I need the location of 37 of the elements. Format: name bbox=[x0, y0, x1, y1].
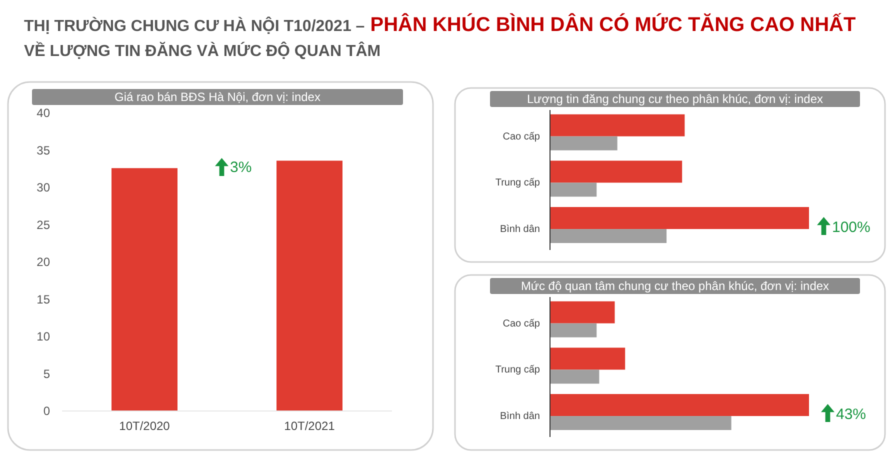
y-tick-label: 25 bbox=[36, 218, 50, 232]
text: 100% bbox=[832, 219, 870, 236]
bar bbox=[550, 348, 626, 370]
chart-title: Giá rao bán BĐS Hà Nội, đơn vị: index bbox=[114, 90, 320, 104]
y-tick-label: Cao cấp bbox=[502, 131, 540, 142]
chart-title: Mức độ quan tâm chung cư theo phân khúc, đơn vị: index bbox=[520, 279, 830, 293]
y-tick-label: 10 bbox=[36, 330, 50, 344]
x-tick-label: 10T/2020 bbox=[119, 419, 170, 433]
text: 43% bbox=[836, 406, 866, 424]
y-tick-label: Trung cấp bbox=[495, 178, 540, 189]
annotation: 3% bbox=[230, 159, 252, 176]
x-tick-label: 10T/2021 bbox=[284, 419, 336, 433]
y-tick-label: 40 bbox=[36, 106, 50, 120]
y-tick-label: 30 bbox=[36, 180, 50, 194]
text: THỊ TRƯỜNG CHUNG CƯ HÀ NỘI T10/2021 – PHÂN KHÚC BÌNH DÂN CÓ MỨC TĂNG CAO NHẤT bbox=[24, 13, 856, 36]
y-tick-label: 5 bbox=[43, 366, 50, 381]
bar bbox=[550, 136, 618, 150]
bar bbox=[550, 301, 615, 324]
y-tick-label: 20 bbox=[36, 255, 50, 269]
y-tick-label: Trung cấp bbox=[495, 364, 540, 376]
bar bbox=[550, 229, 667, 244]
bar bbox=[550, 416, 732, 430]
bar bbox=[550, 182, 597, 197]
text: VỀ LƯỢNG TIN ĐĂNG VÀ MỨC ĐỘ QUAN TÂM bbox=[24, 41, 381, 60]
y-tick-label: Bình dân bbox=[500, 224, 540, 236]
bar bbox=[550, 114, 685, 136]
bar bbox=[550, 207, 809, 230]
bar bbox=[550, 323, 597, 338]
y-tick-label: 35 bbox=[36, 143, 50, 158]
y-tick-label: 15 bbox=[36, 292, 50, 306]
bar bbox=[550, 370, 600, 384]
bar bbox=[550, 160, 682, 183]
chart-title: Lượng tin đăng chung cư theo phân khúc, đơn vị: index bbox=[527, 92, 823, 106]
y-tick-label: 0 bbox=[43, 404, 50, 418]
bar bbox=[550, 394, 809, 416]
y-tick-label: Bình dân bbox=[500, 411, 540, 422]
y-tick-label: Cao cấp bbox=[502, 318, 540, 330]
